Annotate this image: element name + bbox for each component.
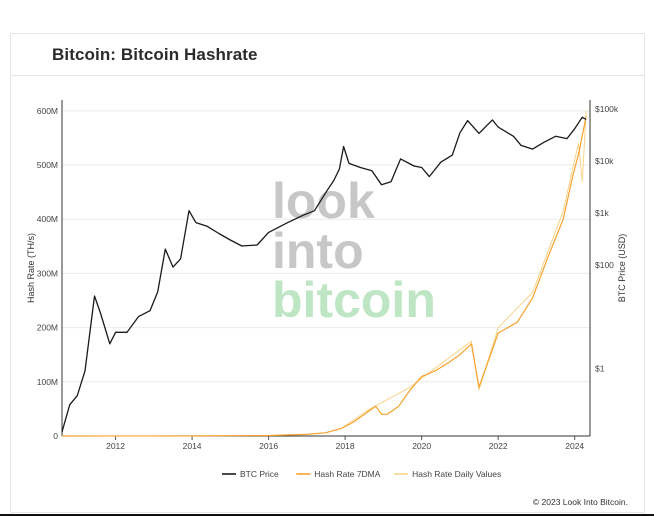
y-left-tick-label: 0	[53, 431, 58, 441]
legend-label: Hash Rate 7DMA	[314, 469, 380, 479]
x-tick-label: 2022	[489, 441, 508, 451]
copyright-credit: © 2023 Look Into Bitcoin.	[532, 497, 628, 507]
x-tick-label: 2014	[183, 441, 202, 451]
y-right-tick-label: $10k	[595, 156, 614, 166]
chart-title: Bitcoin: Bitcoin Hashrate	[52, 45, 258, 64]
y-left-tick-label: 300M	[37, 268, 58, 278]
y-left-axis-title: Hash Rate (TH/s)	[26, 233, 36, 303]
y-right-tick-label: $100k	[595, 104, 619, 114]
series-line-hash-rate-7dma	[61, 116, 587, 437]
x-tick-label: 2018	[336, 441, 355, 451]
series-line-hash-rate-daily-values	[341, 110, 587, 429]
x-tick-label: 2020	[412, 441, 431, 451]
series-line-btc-price	[61, 116, 587, 433]
bottom-divider	[0, 514, 654, 516]
x-tick-label: 2024	[565, 441, 584, 451]
y-left-tick-label: 500M	[37, 160, 58, 170]
legend-label: BTC Price	[240, 469, 279, 479]
x-tick-label: 2012	[106, 441, 125, 451]
y-right-tick-label: $1k	[595, 208, 609, 218]
watermark-look: look	[272, 173, 375, 229]
y-right-axis-title: BTC Price (USD)	[617, 234, 627, 303]
y-left-tick-label: 200M	[37, 323, 58, 333]
y-left-tick-label: 400M	[37, 214, 58, 224]
card-header: Bitcoin: Bitcoin Hashrate	[11, 34, 644, 76]
y-left-tick-label: 600M	[37, 106, 58, 116]
legend-label: Hash Rate Daily Values	[412, 469, 501, 479]
y-right-tick-label: $1	[595, 364, 605, 374]
y-right-tick-label: $100	[595, 260, 614, 270]
watermark-bitcoin: bitcoin	[272, 272, 436, 328]
y-left-tick-label: 100M	[37, 377, 58, 387]
watermark-into: into	[272, 223, 364, 279]
x-tick-label: 2016	[259, 441, 278, 451]
